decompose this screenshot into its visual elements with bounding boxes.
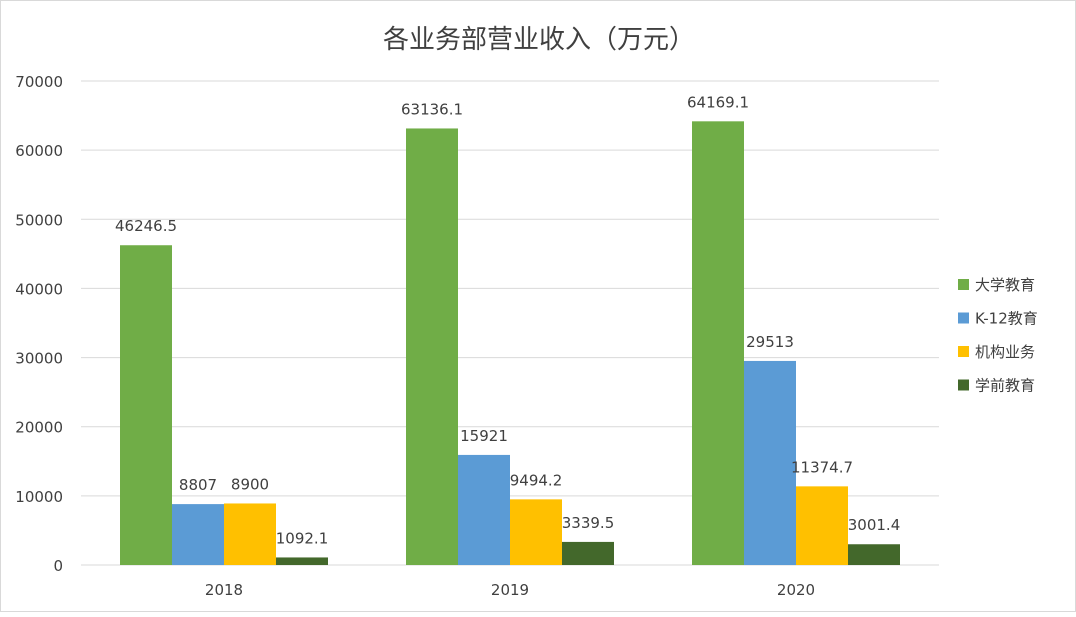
x-tick-label: 2020 — [777, 581, 815, 599]
y-tick-label: 60000 — [15, 142, 63, 160]
legend-swatch — [958, 279, 969, 290]
x-tick-label: 2019 — [491, 581, 529, 599]
y-tick-label: 30000 — [15, 350, 63, 368]
data-label: 3339.5 — [562, 514, 615, 532]
bar — [692, 121, 744, 566]
data-label: 8900 — [231, 475, 269, 493]
data-label: 46246.5 — [115, 217, 177, 235]
bar — [562, 541, 614, 565]
y-tick-label: 0 — [53, 557, 63, 575]
bar — [276, 557, 328, 565]
data-label: 15921 — [460, 427, 508, 445]
bar — [510, 499, 562, 565]
data-label: 3001.4 — [848, 516, 901, 534]
bar — [848, 544, 900, 565]
data-label: 29513 — [746, 333, 794, 351]
data-label: 9494.2 — [510, 471, 563, 489]
data-label: 1092.1 — [276, 529, 329, 547]
y-tick-label: 20000 — [15, 419, 63, 437]
x-tick-label: 2018 — [205, 581, 243, 599]
data-label: 64169.1 — [687, 93, 749, 111]
data-label: 11374.7 — [791, 458, 853, 476]
bar — [796, 486, 848, 565]
bar — [744, 360, 796, 565]
bar — [120, 245, 172, 566]
data-label: 63136.1 — [401, 100, 463, 118]
bar — [224, 503, 276, 565]
legend-label: 机构业务 — [975, 343, 1035, 361]
data-label: 8807 — [179, 476, 217, 494]
chart-title: 各业务部营业收入（万元） — [383, 25, 695, 55]
legend-label: 大学教育 — [975, 276, 1035, 294]
legend-swatch — [958, 346, 969, 357]
legend-swatch — [958, 379, 969, 391]
bar — [458, 454, 510, 565]
legend-label: K-12教育 — [975, 310, 1038, 328]
y-tick-label: 10000 — [15, 488, 63, 506]
y-tick-label: 50000 — [15, 211, 63, 229]
legend-label: 学前教育 — [975, 377, 1035, 395]
bar — [172, 504, 224, 565]
legend-swatch — [958, 312, 969, 324]
bar — [406, 128, 458, 565]
y-tick-label: 70000 — [15, 73, 63, 91]
y-tick-label: 40000 — [15, 280, 63, 298]
